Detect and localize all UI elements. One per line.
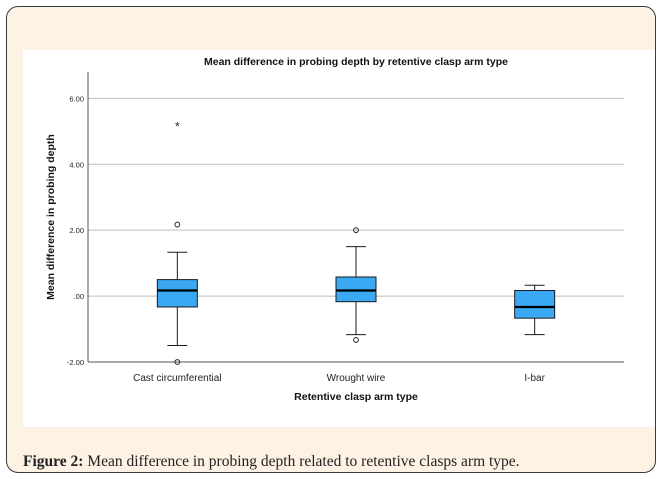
figure-caption: Figure 2: Mean difference in probing dep… [23, 453, 653, 471]
outlier-point [174, 359, 181, 365]
box [156, 279, 198, 308]
x-axis-label: Retentive clasp arm type [294, 391, 418, 403]
outlier-point [174, 221, 181, 228]
y-tick-label: .00 [74, 292, 84, 301]
plot-panel [23, 50, 655, 427]
y-tick-label: 4.00 [69, 160, 84, 169]
y-tick-label: 2.00 [69, 226, 84, 235]
y-axis-label: Mean difference in probing depth [45, 134, 57, 300]
box-plot-chart: -2.00 .00 2.00 4.00 6.00 Mean difference in p… [45, 56, 624, 403]
x-tick-label: I-bar [524, 373, 545, 384]
outlier-point [353, 227, 359, 234]
box [335, 276, 377, 303]
y-tick-label: -2.00 [67, 358, 84, 367]
chart-title: Mean difference in probing depth by rete… [204, 56, 508, 68]
outlier-point [353, 337, 359, 343]
figure-frame: -2.00 .00 2.00 4.00 6.00 Mean difference in p… [6, 6, 656, 473]
box [514, 289, 556, 319]
y-tick-label: 6.00 [69, 94, 84, 103]
x-tick-label: Cast circumferential [133, 373, 221, 384]
x-tick-label: Wrought wire [327, 373, 386, 384]
caption-text: Mean difference in probing depth related… [87, 453, 520, 470]
caption-label: Figure 2: [23, 453, 84, 470]
extreme-point: * [175, 120, 180, 134]
